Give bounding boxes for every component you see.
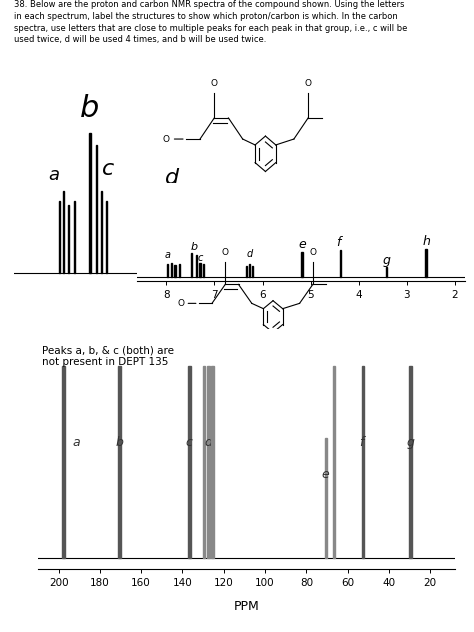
Bar [203,366,205,558]
Text: h: h [422,235,430,248]
Bar [174,265,175,277]
Bar [179,264,180,277]
Bar [211,366,214,558]
Text: d: d [246,249,253,259]
Text: 38. Below are the proton and carbon NMR spectra of the compound shown. Using the: 38. Below are the proton and carbon NMR … [14,0,408,44]
Bar [410,366,412,558]
Text: c: c [185,435,192,449]
Bar [340,250,341,277]
Bar [161,208,162,273]
Bar [362,366,365,558]
Text: f: f [337,236,341,249]
Text: a: a [72,435,80,449]
Bar [203,264,204,277]
Bar [164,201,166,273]
Text: f: f [359,435,364,449]
Bar [301,252,302,277]
Text: O: O [222,248,229,257]
Text: c: c [102,159,115,179]
Bar [333,366,336,558]
Bar [96,145,97,273]
Bar [386,267,387,277]
Text: b: b [190,242,197,252]
Bar [106,201,107,273]
Bar [63,366,65,558]
Text: O: O [211,78,218,88]
Text: a: a [165,250,171,260]
Text: O: O [305,78,311,88]
Bar [191,253,192,277]
Bar [426,248,427,277]
Text: a: a [48,166,60,184]
Text: PPM: PPM [234,600,259,613]
Text: b: b [115,435,123,449]
Bar [100,191,102,273]
Text: d: d [204,435,212,449]
Text: c: c [197,253,203,263]
Bar [167,264,168,277]
Bar [252,265,254,277]
Bar [325,438,327,558]
Bar [68,205,69,273]
Text: O: O [177,299,184,308]
Bar [118,366,121,558]
Text: b: b [80,94,100,123]
Text: Peaks a, b, & c (both) are
not present in DEPT 135: Peaks a, b, & c (both) are not present i… [42,346,174,367]
Bar [74,201,75,273]
Bar [169,208,170,273]
Bar [246,265,247,277]
Bar [200,263,201,277]
Text: O: O [163,135,170,143]
Text: O: O [310,248,316,257]
Text: e: e [298,238,306,251]
Bar [90,133,91,273]
Bar [196,255,197,277]
Text: g: g [383,253,391,267]
Text: g: g [407,435,414,449]
Text: d: d [165,167,179,188]
Bar [171,263,172,277]
Bar [59,201,60,273]
Bar [207,366,210,558]
Text: e: e [322,468,329,482]
Bar [249,264,250,277]
Bar [189,366,191,558]
